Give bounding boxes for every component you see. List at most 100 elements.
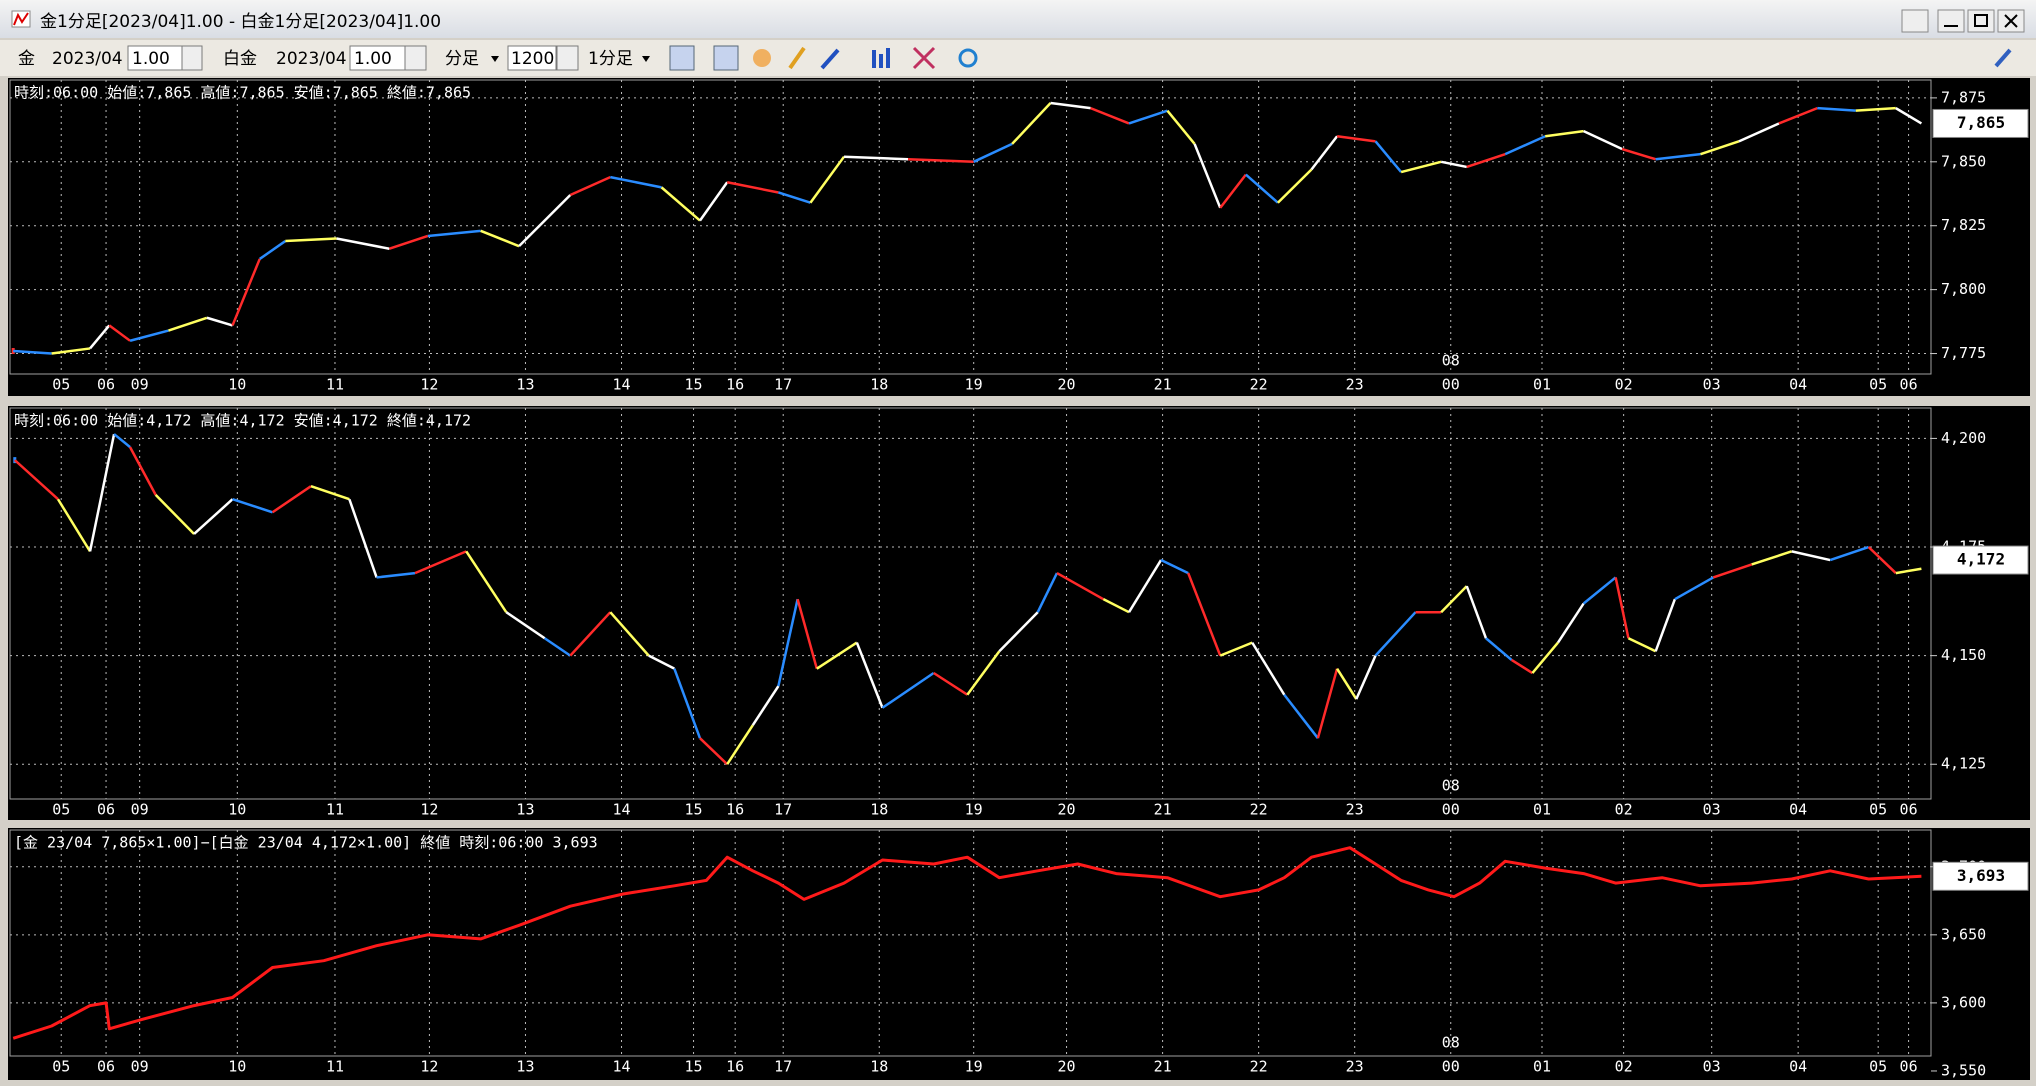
price-segment xyxy=(13,349,52,355)
price-segment xyxy=(1778,106,1818,125)
x-tick-label: 09 xyxy=(131,376,149,394)
price-segment xyxy=(1627,637,1657,653)
price-segment xyxy=(698,181,729,222)
dropdown-arrow[interactable] xyxy=(491,56,499,62)
tool-icon[interactable] xyxy=(713,45,739,71)
current-value-label: 7,865 xyxy=(1957,113,2005,132)
price-segment xyxy=(1440,585,1468,614)
tool-icon[interactable] xyxy=(753,49,771,67)
ohlc-info: 時刻:06:00 始値:7,865 高値:7,865 安値:7,865 終値:7… xyxy=(14,84,471,102)
tool-icon[interactable] xyxy=(879,54,883,68)
price-segment xyxy=(1465,585,1488,639)
tool-icon[interactable] xyxy=(886,48,890,68)
price-segment xyxy=(648,654,675,670)
price-segment xyxy=(1127,559,1163,613)
tool-icon[interactable] xyxy=(912,46,936,70)
gold-mult-spinner[interactable] xyxy=(181,45,203,71)
x-tick-label: 05 xyxy=(1869,801,1887,819)
y-tick-label: 4,150 xyxy=(1941,646,1986,664)
price-segment xyxy=(518,194,572,248)
price-segment xyxy=(1531,641,1559,674)
price-segment xyxy=(1582,576,1617,605)
tool-icon[interactable] xyxy=(788,46,806,70)
x-tick-label: 02 xyxy=(1615,801,1633,819)
current-value-label: 4,172 xyxy=(1957,550,2005,569)
y-tick-label: 7,825 xyxy=(1941,216,1986,234)
x-tick-label: 13 xyxy=(516,376,534,394)
price-segment xyxy=(465,550,508,613)
price-segment xyxy=(1504,135,1546,156)
price-segment xyxy=(1050,101,1091,110)
price-segment xyxy=(168,316,208,332)
price-segment xyxy=(609,611,650,657)
price-segment xyxy=(259,240,287,260)
price-segment xyxy=(89,324,111,350)
plat-mult-spinner[interactable] xyxy=(404,45,427,71)
date-marker: 08 xyxy=(1442,1034,1460,1052)
bar-count-input[interactable] xyxy=(507,45,557,71)
x-tick-label: 20 xyxy=(1058,1058,1076,1076)
price-segment xyxy=(569,176,611,197)
price-segment xyxy=(1895,107,1923,125)
price-segment xyxy=(1583,129,1623,151)
price-segment xyxy=(1855,106,1896,112)
x-tick-label: 11 xyxy=(326,376,344,394)
bar-count-spinner[interactable] xyxy=(556,45,579,71)
title-bar xyxy=(0,0,2036,38)
price-segment xyxy=(855,642,884,709)
x-tick-label: 12 xyxy=(420,376,438,394)
price-segment xyxy=(1355,655,1377,700)
dropdown-arrow[interactable] xyxy=(642,56,650,62)
price-segment xyxy=(809,155,846,204)
tool-icon[interactable] xyxy=(820,48,840,70)
y-tick-label: 3,550 xyxy=(1941,1061,1986,1079)
minimize-button[interactable] xyxy=(1937,9,1965,33)
price-segment xyxy=(1090,106,1130,125)
plat-month[interactable]: 2023/04 xyxy=(276,49,347,69)
price-segment xyxy=(1187,572,1222,657)
tool-icon[interactable] xyxy=(958,48,978,68)
price-segment xyxy=(88,433,116,552)
gold-mult-input[interactable] xyxy=(127,45,183,71)
price-segment xyxy=(336,237,390,250)
y-tick-label: 7,850 xyxy=(1941,152,1986,170)
x-tick-label: 06 xyxy=(1900,376,1918,394)
plot-frame xyxy=(9,79,1932,375)
restore-panes-button[interactable] xyxy=(1901,9,1929,33)
price-segment xyxy=(1219,641,1253,657)
price-segment xyxy=(1654,598,1677,652)
price-segment xyxy=(1674,576,1714,601)
price-segment xyxy=(13,459,59,501)
tool-icon[interactable] xyxy=(669,45,695,71)
price-segment xyxy=(1817,106,1856,112)
price-segment xyxy=(673,668,702,739)
y-tick-label: 7,875 xyxy=(1941,88,1986,106)
price-segment xyxy=(1166,109,1196,145)
price-segment xyxy=(154,494,195,535)
price-segment xyxy=(1316,668,1339,739)
price-segment xyxy=(816,641,858,670)
period[interactable]: 1分足 xyxy=(588,49,633,69)
x-tick-label: 15 xyxy=(685,376,703,394)
current-value-box xyxy=(1932,108,2029,138)
price-segment xyxy=(1374,140,1403,173)
tool-icon[interactable] xyxy=(872,50,876,68)
period-unit[interactable]: 分足 xyxy=(445,49,479,69)
x-tick-label: 19 xyxy=(965,376,983,394)
gold-month[interactable]: 2023/04 xyxy=(52,49,123,69)
x-tick-label: 13 xyxy=(516,801,534,819)
price-segment xyxy=(310,485,350,501)
settings-icon[interactable] xyxy=(1994,48,2012,68)
y-tick-label: 4,200 xyxy=(1941,429,1986,447)
price-segment xyxy=(1276,168,1313,204)
x-tick-label: 19 xyxy=(965,1058,983,1076)
maximize-button[interactable] xyxy=(1967,9,1995,33)
x-tick-label: 18 xyxy=(870,376,888,394)
price-segment xyxy=(1336,667,1358,700)
plat-mult-input[interactable] xyxy=(349,45,406,71)
close-glyph xyxy=(2004,14,2018,28)
x-tick-label: 16 xyxy=(726,1058,744,1076)
x-tick-label: 22 xyxy=(1250,801,1268,819)
price-segment xyxy=(699,737,729,766)
